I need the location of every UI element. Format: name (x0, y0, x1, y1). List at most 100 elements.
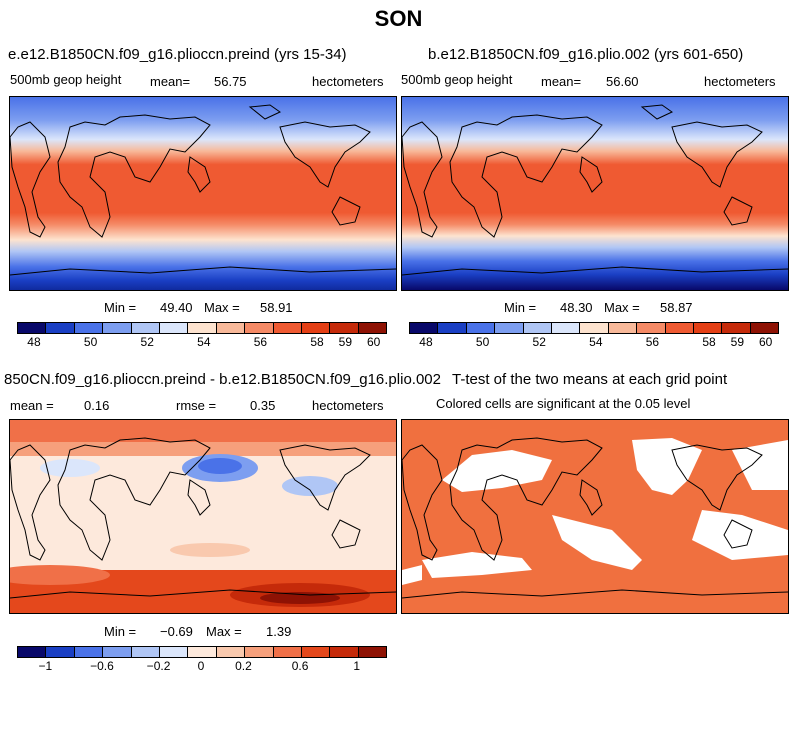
panel-b-colorbar-swatch (637, 323, 666, 333)
panel-c-colorbar-swatch (301, 647, 331, 657)
panel-b-coastlines (402, 104, 788, 276)
panel-a-map-svg (10, 97, 396, 290)
panel-b-map (401, 96, 789, 291)
panel-c-colorbar-swatch (358, 647, 387, 657)
panel-c-north-band-2 (10, 442, 396, 456)
panel-a-colorbar-swatch (131, 323, 160, 333)
panel-c-rmse-value: 0.35 (250, 398, 276, 413)
panel-a-colorbar-ticks: 48 50 52 54 56 58 59 60 (17, 335, 385, 351)
panel-c-colorbar-swatch (216, 647, 246, 657)
panel-b-colorbar-tick: 50 (475, 335, 490, 349)
panel-a-colorbar-swatch (18, 323, 47, 333)
panel-b-map-svg (402, 97, 788, 290)
panel-c-colorbar-swatch (273, 647, 302, 657)
panel-c-colorbar-tick: 0.6 (291, 659, 309, 673)
panel-c-colorbar-tick: −0.2 (146, 659, 171, 673)
panel-c-colorbar-swatch (330, 647, 359, 657)
panel-c-colorbar-swatch (18, 647, 47, 657)
panel-a-variable: 500mb geop height (10, 72, 122, 87)
panel-a-colorbar-swatch (245, 323, 274, 333)
panel-c-colorbar-tick: 1 (353, 659, 361, 673)
panel-c-north-band (10, 420, 396, 442)
panel-a-field (10, 97, 396, 290)
panel-b-colorbar-swatch (693, 323, 723, 333)
panel-c-colorbar-swatch (188, 647, 217, 657)
panel-c-colorbar-ticks: −1 −0.6 −0.2 0 0.2 0.6 1 (17, 659, 385, 675)
panel-c-colorbar-swatch (131, 647, 160, 657)
panel-c-sw-band (10, 565, 110, 585)
panel-a-min-value: 49.40 (160, 300, 193, 315)
panel-a-max-label: Max = (204, 300, 240, 315)
panel-b-colorbar-swatch (608, 323, 638, 333)
panel-d-nonsignificant-areas (402, 438, 788, 585)
panel-c-pacific-core (198, 458, 242, 474)
figure-title: SON (374, 6, 423, 31)
panel-c-min-label: Min = (104, 624, 137, 639)
panel-b-mean-label: mean= (541, 74, 582, 89)
panel-c-title: 850CN.f09_g16.plioccn.preind - b.e12.B18… (4, 371, 441, 388)
panel-c-mid-band (170, 543, 250, 557)
panel-b-colorbar (409, 322, 779, 334)
panel-a-colorbar-tick: 59 (338, 335, 353, 349)
panel-c-colorbar-tick: 0 (197, 659, 205, 673)
panel-b-units: hectometers (704, 74, 776, 89)
panel-b-colorbar-tick: 59 (730, 335, 745, 349)
panel-a-colorbar-swatch (188, 323, 217, 333)
panel-a-colorbar-swatch (358, 323, 387, 333)
panel-b-field (402, 97, 788, 290)
panel-a-colorbar (17, 322, 387, 334)
panel-a-colorbar-tick: 50 (83, 335, 98, 349)
panel-b-colorbar-ticks: 48 50 52 54 56 58 59 60 (409, 335, 777, 351)
panel-b-colorbar-swatch (495, 323, 524, 333)
panel-a-colorbar-swatch (46, 323, 75, 333)
panel-a-colorbar-swatch (216, 323, 246, 333)
panel-b-colorbar-swatch (665, 323, 694, 333)
panel-a-colorbar-swatch (103, 323, 132, 333)
panel-c-mean-value: 0.16 (84, 398, 110, 413)
panel-c-colorbar-swatch (159, 647, 189, 657)
panel-c-map (9, 419, 397, 614)
panel-a-colorbar-swatch (330, 323, 359, 333)
panel-a-mean-value: 56.75 (214, 74, 247, 89)
panel-b-colorbar-tick: 52 (532, 335, 546, 349)
panel-a-map (9, 96, 397, 291)
panel-a-colorbar-swatch (301, 323, 331, 333)
panel-c-west-low (40, 459, 100, 477)
panel-a-colorbar-tick: 48 (27, 335, 41, 349)
panel-a-mean-label: mean= (150, 74, 191, 89)
panel-b-variable: 500mb geop height (401, 72, 513, 87)
panel-d-coastlines (402, 437, 788, 599)
panel-b-max-label: Max = (604, 300, 640, 315)
panel-a-max-value: 58.91 (260, 300, 293, 315)
panel-a-units: hectometers (312, 74, 384, 89)
panel-b-min-value: 48.30 (560, 300, 593, 315)
panel-a-colorbar-swatch (273, 323, 302, 333)
panel-b-colorbar-tick: 56 (645, 335, 660, 349)
panel-b-max-value: 58.87 (660, 300, 693, 315)
panel-c-south-core (260, 592, 340, 604)
panel-c-map-svg (10, 420, 396, 613)
panel-c-min-value: −0.69 (160, 624, 193, 639)
panel-c-rmse-label: rmse = (176, 398, 217, 413)
panel-c-colorbar-swatch (245, 647, 274, 657)
panel-c-colorbar-tick: −0.6 (90, 659, 114, 673)
panel-a-colorbar-tick: 54 (197, 335, 211, 349)
panel-b-colorbar-swatch (523, 323, 552, 333)
panel-b-colorbar-tick: 60 (758, 335, 773, 349)
panel-a-colorbar-tick: 60 (366, 335, 381, 349)
panel-b-title: b.e12.B1850CN.f09_g16.plio.002 (yrs 601-… (428, 46, 744, 63)
panel-b-colorbar-swatch (466, 323, 496, 333)
panel-c-units: hectometers (312, 398, 384, 413)
panel-d-map-svg (402, 420, 788, 613)
panel-c-colorbar-tick: 0.2 (235, 659, 252, 673)
panel-b-colorbar-swatch (750, 323, 779, 333)
panel-d-title: T-test of the two means at each grid poi… (452, 371, 728, 388)
panel-c-colorbar (17, 646, 387, 658)
panel-c-colorbar-tick: −1 (38, 659, 53, 673)
panel-a-title: e.e12.B1850CN.f09_g16.plioccn.preind (yr… (8, 46, 347, 63)
panel-c-atlantic-low (282, 476, 338, 496)
panel-c-colorbar-swatch (103, 647, 132, 657)
panel-a-colorbar-tick: 58 (310, 335, 324, 349)
panel-b-mean-value: 56.60 (606, 74, 639, 89)
panel-b-colorbar-swatch (722, 323, 751, 333)
